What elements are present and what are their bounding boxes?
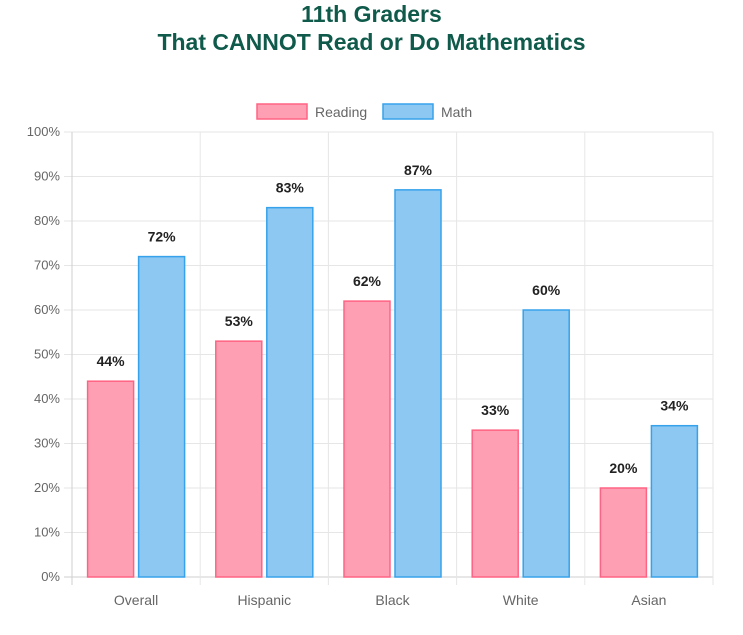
y-tick-label: 80% <box>34 213 60 228</box>
bar-reading-overall <box>86 380 135 578</box>
data-label: 87% <box>404 162 433 178</box>
x-axis: Overall Hispanic Black White Asian <box>114 592 666 608</box>
y-tick-label: 20% <box>34 480 60 495</box>
y-tick-label: 50% <box>34 347 60 362</box>
chart-title: 11th Graders That CANNOT Read or Do Math… <box>0 0 743 56</box>
legend-swatch-reading <box>256 103 308 120</box>
legend-label-reading: Reading <box>315 104 367 120</box>
bar-reading-black <box>343 300 391 578</box>
bar-math-asian <box>650 424 699 578</box>
bars: 44% 72% 53% 83% 62% 87% 33% 60% 20% 34% <box>86 162 699 578</box>
y-tick-label: 100% <box>27 124 61 139</box>
y-tick-label: 30% <box>34 436 60 451</box>
data-label: 44% <box>97 353 126 369</box>
data-label: 60% <box>532 282 561 298</box>
x-tick-label: White <box>503 592 539 608</box>
x-tick-label: Asian <box>631 592 666 608</box>
data-label: 33% <box>481 402 510 418</box>
x-tick-label: Overall <box>114 592 158 608</box>
legend-label-math: Math <box>441 104 472 120</box>
data-label: 53% <box>225 313 254 329</box>
x-tick-label: Black <box>375 592 410 608</box>
data-label: 83% <box>276 180 305 196</box>
bar-math-white <box>522 309 570 578</box>
bar-math-overall <box>137 255 186 578</box>
bar-math-black <box>394 189 442 578</box>
y-tick-label: 40% <box>34 391 60 406</box>
bar-math-hispanic <box>266 206 314 578</box>
y-tick-label: 90% <box>34 169 60 184</box>
data-label: 62% <box>353 273 382 289</box>
legend: Reading Math <box>256 103 472 120</box>
chart-title-line-2: That CANNOT Read or Do Mathematics <box>157 29 586 55</box>
data-label: 34% <box>660 398 689 414</box>
x-tick-label: Hispanic <box>237 592 291 608</box>
bar-reading-white <box>471 429 519 578</box>
bar-reading-hispanic <box>215 340 263 578</box>
y-tick-label: 60% <box>34 302 60 317</box>
legend-swatch-math <box>382 103 434 120</box>
y-tick-label: 0% <box>41 569 60 584</box>
y-tick-label: 70% <box>34 258 60 273</box>
y-axis: 0% 10% 20% 30% 40% 50% 60% 70% 80% 90% 100% <box>27 124 61 584</box>
chart-title-line-1: 11th Graders <box>301 1 442 27</box>
y-tick-label: 10% <box>34 525 60 540</box>
data-label: 20% <box>609 460 638 476</box>
data-label: 72% <box>148 229 177 245</box>
bar-reading-asian <box>599 487 648 578</box>
